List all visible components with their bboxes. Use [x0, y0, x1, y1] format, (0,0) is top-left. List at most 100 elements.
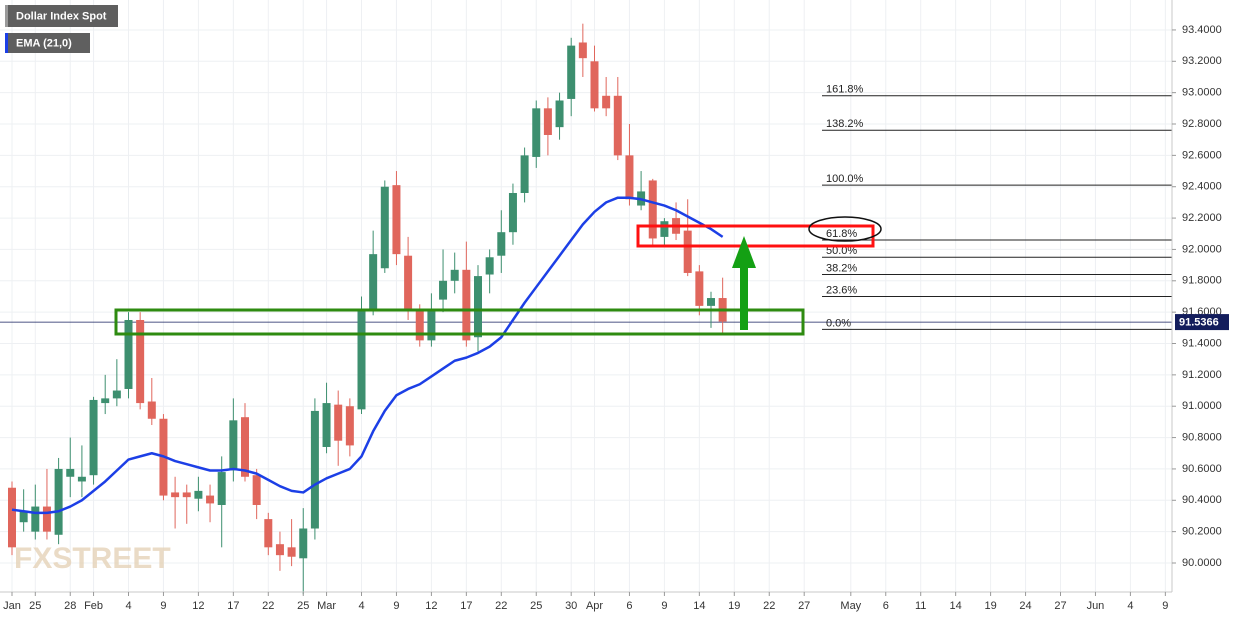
candle: [101, 374, 110, 415]
candle: [695, 265, 704, 316]
candle-body: [613, 95, 622, 156]
candle: [182, 484, 191, 524]
y-tick-label: 90.2000: [1182, 526, 1222, 538]
x-tick-label: 30: [565, 600, 577, 612]
x-tick-label: 25: [29, 600, 41, 612]
x-tick-label: 22: [495, 600, 507, 612]
up-arrow: [732, 236, 756, 330]
candle: [229, 398, 238, 482]
fib-label: 0.0%: [826, 317, 851, 329]
candle: [310, 398, 319, 540]
y-tick-label: 90.4000: [1182, 494, 1222, 506]
candle: [450, 252, 459, 294]
ema-line: [11, 196, 724, 515]
support-zone: [114, 308, 805, 336]
candle: [287, 519, 296, 567]
candle: [555, 92, 564, 140]
candle-body: [462, 269, 471, 341]
x-tick-label: 9: [393, 600, 399, 612]
x-tick-label: 9: [160, 600, 166, 612]
candle-body: [404, 255, 413, 310]
candle-body: [532, 108, 541, 157]
candle: [683, 199, 692, 277]
candle: [299, 508, 308, 595]
candle: [147, 377, 156, 426]
candle: [427, 293, 436, 347]
y-tick-label: 93.4000: [1182, 24, 1222, 36]
candle-body: [415, 309, 424, 341]
candle-body: [474, 276, 482, 338]
y-tick-label: 92.6000: [1182, 149, 1222, 161]
candle: [380, 180, 389, 273]
candle-body: [439, 280, 448, 300]
watermark: FXSTREET: [14, 542, 171, 575]
candle: [613, 76, 622, 161]
candle: [590, 45, 599, 112]
candle: [89, 396, 98, 485]
x-tick-label: Jan: [3, 600, 21, 612]
last-price-label: 91.5366: [1179, 316, 1219, 328]
y-tick-label: 92.8000: [1182, 118, 1222, 130]
candle-body: [648, 180, 657, 239]
candle-body: [707, 298, 715, 306]
candle-body: [357, 309, 366, 410]
candle-body: [392, 185, 401, 255]
candle: [520, 147, 529, 203]
candle-body: [683, 230, 692, 273]
x-tick-label: 12: [192, 600, 204, 612]
candle-body: [287, 547, 296, 557]
candle-body: [54, 468, 63, 535]
candle: [334, 390, 343, 466]
candle: [474, 265, 482, 352]
candle-body: [345, 406, 354, 446]
x-tick-label: 14: [693, 600, 705, 612]
candle: [648, 178, 657, 247]
y-tick-label: 91.0000: [1182, 400, 1222, 412]
candle-body: [625, 155, 634, 200]
y-tick-label: 91.4000: [1182, 337, 1222, 349]
x-tick-label: 28: [64, 600, 76, 612]
candle: [275, 531, 284, 571]
candle-body: [427, 309, 436, 341]
candle-body: [578, 42, 587, 59]
fib-label: 100.0%: [826, 173, 864, 185]
candle-body: [508, 192, 517, 233]
x-tick-label: 24: [1019, 600, 1031, 612]
candle-body: [485, 257, 494, 275]
legend-title: Dollar Index Spot: [16, 10, 107, 22]
candle: [264, 512, 273, 556]
candle: [124, 312, 133, 399]
legend-box: [5, 33, 90, 53]
x-tick-label: 14: [950, 600, 962, 612]
plot: [8, 23, 727, 595]
candle: [112, 359, 121, 407]
y-tick-label: 90.8000: [1182, 431, 1222, 443]
candle-body: [77, 476, 86, 482]
candle-body: [543, 108, 552, 135]
candle-body: [206, 495, 215, 504]
arrow-shaft: [740, 266, 748, 330]
candle: [392, 171, 401, 266]
candle-body: [171, 492, 180, 498]
candle: [194, 476, 203, 512]
candle-body: [497, 232, 506, 256]
candle: [462, 241, 471, 347]
axes: 90.0000 90.2000 90.4000 90.6000 90.8000 91.00…: [3, 24, 1229, 612]
fibonacci-levels: 161.8% 138.2% 100.0% 61.8% 50.0% 38.2% 23.6% 0.…: [822, 84, 1172, 330]
candle-body: [520, 155, 529, 193]
x-tick-label: 25: [530, 600, 542, 612]
candle: [543, 97, 552, 156]
x-tick-label: Mar: [317, 600, 336, 612]
candle-body: [136, 319, 145, 404]
candle-body: [194, 490, 203, 499]
candle-body: [31, 506, 40, 532]
candle: [602, 76, 611, 117]
y-tick-label: 93.0000: [1182, 87, 1222, 99]
candle: [404, 236, 413, 320]
x-tick-label: Feb: [84, 600, 103, 612]
fib-label: 38.2%: [826, 262, 857, 274]
candle-body: [299, 528, 308, 559]
candle: [625, 124, 634, 206]
candle: [66, 437, 75, 498]
candle-body: [252, 475, 261, 505]
